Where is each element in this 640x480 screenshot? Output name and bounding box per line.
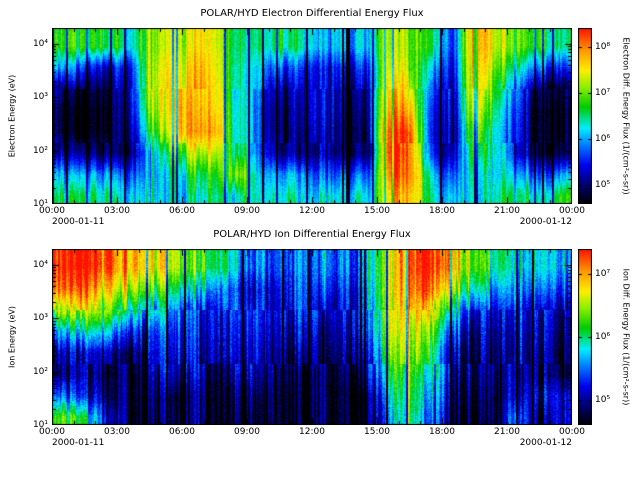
y-tick-label: 10³ <box>32 313 48 324</box>
x-tick-label: 15:00 <box>364 427 390 437</box>
electron-date-end-label: 2000-01-12 <box>519 217 572 227</box>
x-tick-label: 06:00 <box>169 427 195 437</box>
x-tick-label: 09:00 <box>234 206 260 216</box>
ion-date-end-label: 2000-01-12 <box>519 438 572 448</box>
y-tick-label: 10² <box>32 145 48 156</box>
colorbar-tick-label: 10⁷ <box>595 269 611 280</box>
x-tick-label: 15:00 <box>364 206 390 216</box>
electron-colorbar-canvas <box>578 28 592 204</box>
colorbar-tick-label: 10⁵ <box>595 180 611 191</box>
x-tick-label: 12:00 <box>299 206 325 216</box>
y-tick-label: 10¹ <box>32 420 48 430</box>
colorbar-tick-label: 10⁵ <box>595 394 611 405</box>
electron-date-start-label: 2000-01-11 <box>52 217 105 227</box>
ion-panel-title: POLAR/HYD Ion Differential Energy Flux <box>213 229 411 240</box>
electron-colorbar-label: Electron Diff. Energy Flux (1/(cm²-s-sr)… <box>621 37 631 195</box>
y-tick-label: 10⁴ <box>32 260 48 271</box>
y-tick-label: 10³ <box>32 92 48 103</box>
x-tick-label: 18:00 <box>429 206 455 216</box>
colorbar-tick-label: 10⁸ <box>595 41 611 52</box>
colorbar-tick-label: 10⁷ <box>595 87 611 98</box>
colorbar-tick-label: 10⁶ <box>595 134 611 145</box>
ion-y-axis-label: Ion Energy (eV) <box>7 305 17 369</box>
ion-spectrogram-canvas <box>52 249 572 425</box>
ion-colorbar-canvas <box>578 249 592 425</box>
x-tick-label: 18:00 <box>429 427 455 437</box>
x-tick-label: 00:00 <box>39 427 65 437</box>
x-tick-label: 21:00 <box>494 206 520 216</box>
ion-date-start-label: 2000-01-11 <box>52 438 105 448</box>
electron-y-axis-label: Electron Energy (eV) <box>7 74 17 158</box>
y-tick-label: 10² <box>32 366 48 377</box>
x-tick-label: 21:00 <box>494 427 520 437</box>
x-tick-label: 00:00 <box>559 427 585 437</box>
y-tick-label: 10⁴ <box>32 39 48 50</box>
x-tick-label: 06:00 <box>169 206 195 216</box>
x-tick-label: 09:00 <box>234 427 260 437</box>
ion-colorbar-label: Ion Diff. Energy Flux (1/(cm²-s-sr)) <box>621 268 631 406</box>
electron-spectrogram-canvas <box>52 28 572 204</box>
y-tick-label: 10¹ <box>32 199 48 209</box>
colorbar-tick-label: 10⁶ <box>595 332 611 342</box>
x-tick-label: 12:00 <box>299 427 325 437</box>
x-tick-label: 03:00 <box>104 427 130 437</box>
x-tick-label: 03:00 <box>104 206 130 216</box>
x-tick-label: 00:00 <box>559 206 585 216</box>
x-tick-label: 00:00 <box>39 206 65 216</box>
electron-panel-title: POLAR/HYD Electron Differential Energy F… <box>200 8 424 19</box>
